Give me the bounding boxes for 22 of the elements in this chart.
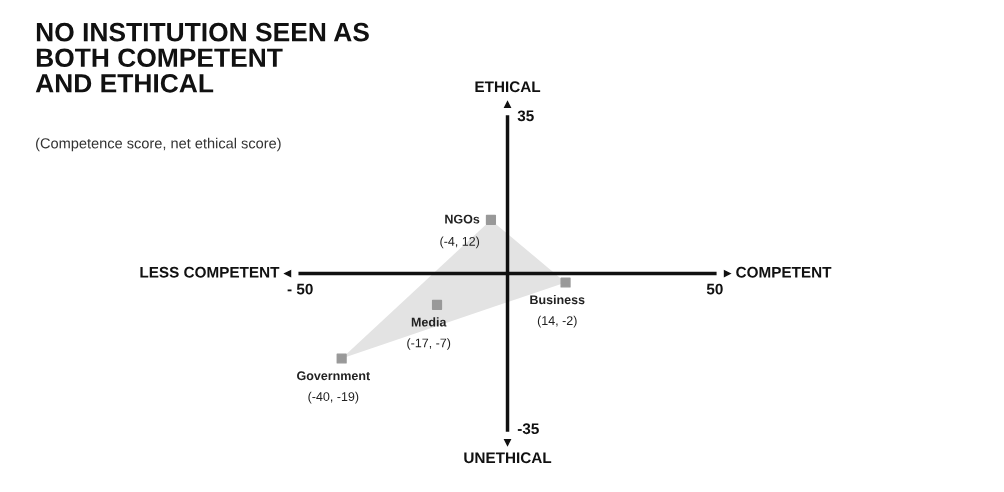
text: UNETHICAL	[464, 452, 552, 464]
x-axis-title: COMPETENT	[736, 266, 832, 278]
x-tick-label: - 50	[287, 283, 313, 295]
y-tick-label: 35	[517, 110, 534, 122]
data-label: (14, -2)	[537, 315, 577, 328]
data-label: (-4, 12)	[440, 236, 480, 249]
data-label: (-40, -19)	[308, 391, 359, 404]
chart-title: NO INSTITUTION SEEN AS BOTH COMPETENT AND ETHICAL	[35, 22, 369, 93]
series-label: Business	[530, 294, 585, 305]
data-label: (-17, -7)	[407, 338, 451, 350]
y-axis-title: ETHICAL	[475, 81, 541, 93]
y-tick-label: -35	[517, 423, 539, 435]
series-label: Government	[297, 371, 370, 381]
text: (Competence score, net ethical score)	[36, 137, 281, 152]
series-label: NGOs	[445, 214, 480, 224]
series-label: Media	[411, 317, 447, 327]
x-tick-label: 50	[706, 283, 723, 295]
point	[485, 214, 497, 225]
text: LESS COMPETENT	[140, 266, 280, 278]
point	[336, 353, 347, 364]
point	[431, 299, 443, 310]
point	[560, 277, 571, 288]
